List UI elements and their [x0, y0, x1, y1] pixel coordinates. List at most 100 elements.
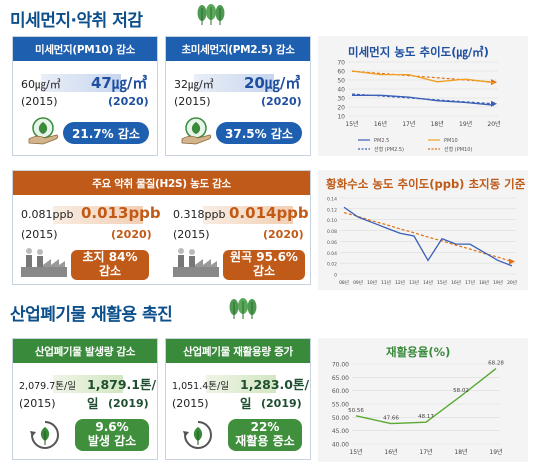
- trend-line: [351, 70, 495, 83]
- legend-label: 선형 (PM2.5): [374, 146, 404, 153]
- x-tick-label: 18년: [454, 448, 467, 456]
- h2s-b-badge: 원곡 95.6% 감소: [223, 250, 305, 280]
- pm25-new-year: (2020): [261, 95, 302, 108]
- x-tick-label: 18년: [479, 279, 489, 286]
- pm10-old-value: 60㎍/㎥: [21, 78, 61, 91]
- h2s-a-new-year: (2020): [111, 228, 152, 241]
- x-tick-label: 20년: [507, 279, 517, 286]
- pm10-new-year: (2020): [108, 95, 149, 108]
- recycle-old-year: (2015): [172, 397, 209, 410]
- recycle-badge: 22% 재활용 증소: [228, 419, 302, 451]
- h2s-b-badge-line1: 원곡 95.6%: [230, 250, 298, 265]
- h2s-b-new-year: (2020): [263, 228, 304, 241]
- waste-header: 산업폐기물 발생량 감소: [13, 339, 157, 363]
- factory-icon: [173, 248, 219, 277]
- y-tick-label: 20: [337, 105, 345, 112]
- pm-trend-chart: 미세먼지 농도 추이도(㎍/㎥) 10 20 30 40 50 60 70 15년 16년 17년…: [318, 36, 528, 156]
- factory-icon: [21, 248, 67, 277]
- tree-icon: [229, 298, 257, 319]
- h2s-a-badge-line1: 초지 84%: [82, 250, 138, 265]
- x-tick-label: 08년: [339, 279, 349, 286]
- section1-title: 미세먼지·악취 저감: [10, 11, 143, 31]
- waste-badge: 9.6% 발생 감소: [75, 419, 149, 451]
- pm-chart-svg: 10 20 30 40 50 60 70 15년 16년 17년 18년 19년 20년 PM2.5 PM1…: [337, 60, 500, 154]
- pm10-old-year: (2015): [21, 95, 58, 108]
- x-tick-label: 19년: [459, 120, 472, 128]
- x-tick-label: 15년: [345, 120, 358, 128]
- waste-badge-line1: 9.6%: [95, 420, 129, 435]
- x-tick-label: 17년: [419, 448, 432, 456]
- y-tick-label: 70.00: [332, 362, 349, 369]
- data-label: 68.28: [488, 361, 504, 367]
- y-tick-label: 0.04: [327, 251, 337, 257]
- h2s-a-old-year: (2015): [21, 228, 58, 241]
- pm10-badge: 21.7% 감소: [63, 122, 149, 144]
- pm-chart-title: 미세먼지 농도 추이도(㎍/㎥): [348, 45, 489, 59]
- h2s-chart-svg: 0 0.02 0.04 0.06 0.08 0.10 0.12 0.14 08년 09년 10년 11…: [327, 197, 517, 287]
- y-tick-label: 30: [337, 96, 345, 103]
- h2s-chart-title: 황화수소 농도 추이도(ppb) 초지동 기준: [326, 177, 526, 191]
- y-tick-label: 40: [337, 87, 345, 94]
- h2s-a-new-value: 0.013ppb: [81, 204, 161, 222]
- x-tick-label: 16년: [374, 120, 387, 128]
- x-tick-label: 17년: [402, 120, 415, 128]
- y-tick-label: 0.12: [327, 207, 337, 213]
- pm10-card: 미세먼지(PM10) 감소 60㎍/㎥ 47㎍/㎥ (2015) (2020) …: [12, 36, 158, 156]
- y-tick-label: 55.00: [332, 402, 349, 409]
- trend-arrowhead: [491, 100, 497, 107]
- waste-old-year: (2015): [19, 397, 56, 410]
- recycle-badge-line2: 재활용 증소: [235, 434, 295, 448]
- h2s-card: 주요 악취 물질(H2S) 농도 감소 0.081ppb 0.013ppb (2…: [12, 170, 311, 285]
- recycle-new-value: 1,283.0톤/일: [240, 377, 310, 411]
- y-tick-label: 0.08: [327, 229, 337, 235]
- y-tick-label: 50.00: [332, 415, 349, 422]
- series-line: [355, 368, 497, 425]
- x-tick-label: 17년: [465, 279, 475, 286]
- pm25-badge: 37.5% 감소: [216, 122, 302, 144]
- x-tick-label: 09년: [353, 279, 363, 286]
- recycle-leaf-icon: [30, 421, 59, 449]
- data-label: 50.56: [348, 408, 364, 414]
- trend-line: [343, 212, 513, 263]
- y-tick-label: 10: [337, 114, 345, 121]
- x-tick-label: 20년: [487, 120, 500, 128]
- recycle-leaf-icon: [183, 421, 212, 449]
- h2s-b-old-year: (2015): [173, 228, 210, 241]
- h2s-b-new-value: 0.014ppb: [229, 204, 309, 222]
- trend-arrowhead: [509, 258, 515, 265]
- recycle-new-year: (2019): [261, 397, 302, 410]
- x-tick-label: 12년: [395, 279, 405, 286]
- waste-old-value: 2,079.7톤/일: [19, 381, 76, 392]
- h2s-b-old-value: 0.318ppb: [173, 208, 226, 221]
- data-label: 47.66: [383, 416, 399, 422]
- x-tick-label: 10년: [367, 279, 377, 286]
- x-tick-label: 16년: [384, 448, 397, 456]
- arrow-band: [206, 375, 276, 393]
- waste-card: 산업폐기물 발생량 감소 2,079.7톤/일 1,879.1톤/일 (2015…: [12, 338, 158, 460]
- h2s-a-badge-line2: 감소: [98, 264, 122, 278]
- series-line: [352, 94, 495, 106]
- legend-label: 선형 (PM10): [444, 146, 472, 153]
- arrow-band: [194, 74, 274, 92]
- y-tick-label: 60.00: [332, 388, 349, 395]
- leaf-hand-icon: [181, 117, 212, 145]
- x-tick-label: 13년: [409, 279, 419, 286]
- y-tick-label: 45.00: [332, 428, 349, 435]
- y-tick-label: 0.14: [327, 197, 337, 203]
- pm25-header: 초미세먼지(PM2.5) 감소: [166, 37, 310, 61]
- x-tick-label: 19년: [493, 279, 503, 286]
- pm25-old-value: 32㎍/㎥: [174, 78, 214, 91]
- recycle-header: 산업폐기물 재활용량 증가: [166, 339, 310, 363]
- arrow-band: [203, 206, 293, 224]
- pm10-header: 미세먼지(PM10) 감소: [13, 37, 157, 61]
- x-tick-label: 11년: [381, 279, 391, 286]
- recycle-chart-title: 재활용율(%): [386, 345, 451, 359]
- recycle-chart-svg: 40.00 45.00 50.00 55.00 60.00 65.00 70.00 15년 16…: [332, 361, 505, 456]
- recycle-rate-chart: 재활용율(%) 40.00 45.00 50.00 55.00 60.00 65.00 70…: [318, 338, 528, 462]
- waste-new-year: (2019): [108, 397, 149, 410]
- legend-label: PM2.5: [374, 138, 389, 144]
- x-tick-label: 15년: [349, 448, 362, 456]
- arrow-band: [53, 375, 123, 393]
- recycle-badge-line1: 22%: [250, 420, 280, 435]
- pm10-new-value: 47㎍/㎥: [91, 74, 148, 92]
